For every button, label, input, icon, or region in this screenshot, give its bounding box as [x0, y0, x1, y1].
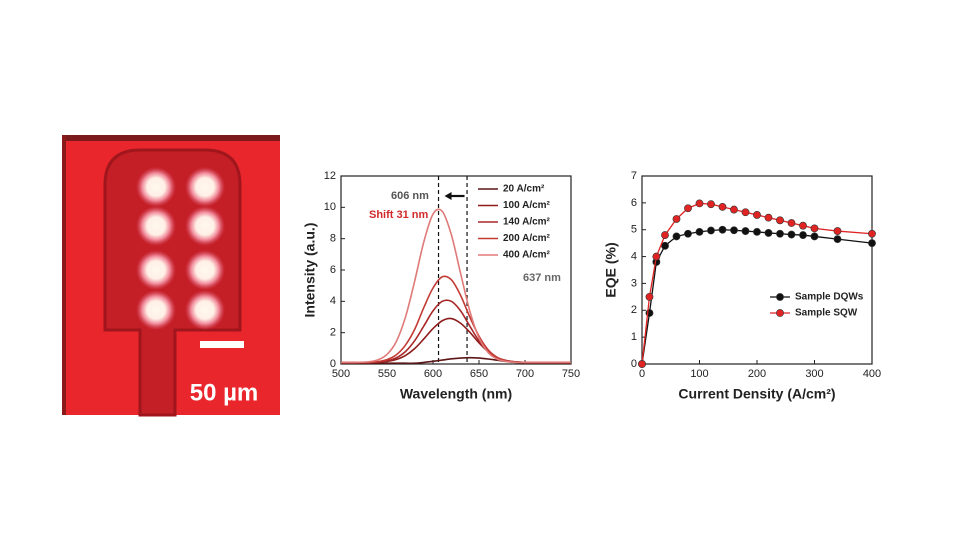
data-point [695, 199, 704, 208]
annotation: Shift 31 nm [369, 209, 429, 221]
shift-arrow-head [444, 192, 452, 200]
legend-label: Sample SQW [795, 308, 858, 319]
y-tick-label: 0 [631, 358, 637, 370]
x-tick-label: 600 [424, 368, 442, 380]
data-point [661, 241, 669, 250]
data-point [833, 227, 842, 235]
data-point [730, 205, 738, 214]
y-tick-label: 7 [631, 170, 637, 182]
data-point [787, 219, 796, 227]
y-tick-label: 6 [631, 197, 637, 209]
y-tick-label: 1 [631, 331, 637, 343]
data-point [776, 229, 784, 238]
y-axis-label: EQE (%) [603, 242, 619, 297]
y-tick-label: 5 [631, 224, 637, 236]
x-tick-label: 200 [748, 368, 766, 380]
x-tick-label: 650 [470, 368, 488, 380]
annotation: 637 nm [523, 272, 561, 284]
data-point [741, 227, 750, 235]
x-axis-label: Current Density (A/cm²) [678, 386, 835, 402]
data-point [764, 213, 773, 222]
data-point [741, 208, 750, 217]
legend-marker [776, 309, 784, 317]
data-point [652, 252, 661, 261]
data-point [661, 231, 669, 239]
data-point [645, 292, 654, 301]
data-point [672, 232, 681, 241]
data-point [695, 227, 704, 236]
y-tick-label: 6 [330, 264, 336, 276]
y-tick-label: 2 [631, 304, 637, 316]
series-line [340, 317, 571, 364]
legend-label: 100 A/cm² [503, 200, 551, 211]
data-point [707, 226, 715, 235]
legend-label: 20 A/cm² [503, 184, 545, 195]
data-point [810, 224, 819, 233]
legend-label: Sample DQWs [795, 292, 864, 303]
data-point [868, 239, 876, 248]
series-line [340, 299, 571, 364]
legend-label: 140 A/cm² [503, 217, 551, 228]
data-point [753, 211, 761, 219]
legend-marker [776, 293, 784, 301]
y-tick-label: 4 [330, 295, 336, 307]
data-point [787, 230, 796, 239]
data-point [684, 229, 692, 238]
y-tick-label: 2 [330, 327, 336, 339]
legend-label: 400 A/cm² [503, 250, 551, 261]
legend-label: 200 A/cm² [503, 233, 551, 244]
series-line [340, 208, 571, 364]
data-point [718, 202, 727, 211]
x-axis-label: Wavelength (nm) [400, 386, 512, 402]
data-point [753, 227, 761, 236]
x-tick-label: 700 [516, 368, 534, 380]
x-tick-label: 100 [690, 368, 708, 380]
data-point [672, 215, 681, 223]
y-axis-label: Intensity (a.u.) [302, 223, 318, 318]
data-point [833, 235, 842, 244]
y-tick-label: 0 [330, 358, 336, 370]
x-tick-label: 400 [863, 368, 881, 380]
data-point [764, 229, 773, 237]
data-point [718, 225, 727, 234]
data-point [810, 232, 819, 241]
y-tick-label: 4 [631, 250, 637, 262]
data-point [707, 200, 715, 209]
data-point [638, 360, 646, 368]
data-point [776, 216, 784, 225]
data-point [799, 231, 807, 239]
data-point [730, 226, 738, 235]
data-point [684, 204, 692, 213]
y-tick-label: 10 [324, 201, 336, 213]
micrograph: 50 µm [62, 135, 280, 417]
plot-frame [641, 175, 873, 365]
data-point [799, 221, 807, 230]
y-tick-label: 3 [631, 277, 637, 289]
y-tick-label: 8 [330, 233, 336, 245]
plot: 0 100 200 300 400 0 1 2 3 4 5 6 7 Current Density (A/… [603, 170, 881, 402]
data-point [868, 229, 876, 238]
annotation: 606 nm [391, 190, 429, 202]
plot: 500 550 600 650 700 750 0 2 4 6 8 10 12 Wavelength (n… [302, 170, 580, 402]
x-tick-label: 0 [639, 368, 645, 380]
scale-bar-label: 50 µm [190, 379, 259, 406]
x-tick-label: 500 [332, 368, 350, 380]
x-tick-label: 750 [562, 368, 580, 380]
x-tick-label: 550 [378, 368, 396, 380]
y-tick-label: 12 [324, 170, 336, 182]
x-tick-label: 300 [805, 368, 823, 380]
